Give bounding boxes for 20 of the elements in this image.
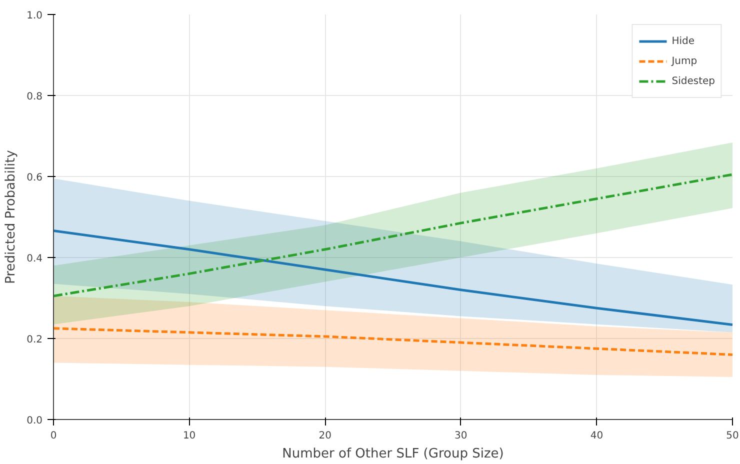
y-axis-title: Predicted Probability: [4, 150, 19, 284]
x-tick-label: 20: [318, 430, 332, 442]
legend-label: Jump: [672, 56, 698, 66]
y-tick-label: 0.0: [26, 416, 43, 426]
line-series: [54, 327, 732, 356]
x-tick-label: 50: [726, 430, 739, 442]
y-tick-label: 0.2: [26, 334, 43, 346]
x-tick-label: 10: [182, 430, 196, 442]
y-tick-label: 0.8: [26, 92, 43, 102]
legend-label: Sidestep: [672, 76, 715, 86]
legend-label: Hide: [672, 36, 695, 46]
y-tick-label: 1.0: [26, 10, 43, 22]
y-tick-label: 0.6: [26, 172, 43, 184]
x-axis-title: Number of Other SLF (Group Size): [282, 446, 504, 462]
x-tick-label: 0: [50, 430, 57, 442]
x-tick-label: 40: [590, 430, 604, 442]
line-series: [54, 173, 732, 298]
y-tick-label: 0.4: [26, 254, 43, 264]
line-series: [54, 230, 732, 326]
x-tick-label: 30: [454, 430, 468, 442]
